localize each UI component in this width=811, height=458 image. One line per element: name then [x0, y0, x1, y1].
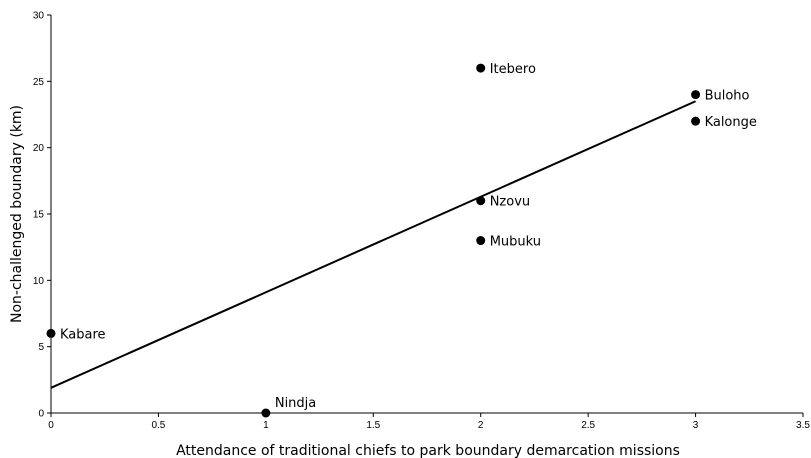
- data-point-nzovu: [476, 196, 486, 206]
- y-tick-label: 20: [33, 143, 45, 154]
- x-tick-label: 3.5: [796, 420, 810, 431]
- y-tick-label: 0: [38, 409, 44, 420]
- data-point-mubuku: [476, 236, 486, 246]
- x-axis-title: Attendance of traditional chiefs to park…: [176, 443, 680, 458]
- point-label-buloho: Buloho: [705, 89, 750, 104]
- data-point-nindja: [261, 408, 271, 418]
- trendline-group: [50, 100, 696, 389]
- y-tick-label: 15: [33, 210, 45, 221]
- x-tick-label: 1.5: [366, 420, 380, 431]
- data-point-kabare: [46, 328, 56, 338]
- data-point-kalonge: [691, 116, 701, 126]
- point-label-nzovu: Nzovu: [490, 195, 530, 210]
- x-tick-label: 2: [478, 420, 484, 431]
- points-group: Kabare Nindja Itebero Nzovu Mubuku Buloho Kalo…: [46, 62, 757, 418]
- y-tick-label: 5: [38, 342, 44, 353]
- point-label-kalonge: Kalonge: [705, 115, 757, 130]
- data-point-itebero: [476, 63, 486, 73]
- x-tick-label: 3: [693, 420, 699, 431]
- data-point-buloho: [691, 90, 701, 100]
- point-label-mubuku: Mubuku: [490, 235, 541, 250]
- y-tick-label: 10: [33, 276, 45, 287]
- x-tick-label: 0: [48, 420, 54, 431]
- x-tick-label: 2.5: [581, 420, 595, 431]
- axes: 0 5 10 15 20 25 30 0 0.5 1 1.5 2 2.5 3 3.5: [33, 11, 811, 432]
- y-tick-label: 25: [33, 77, 45, 88]
- y-axis-title: Non-challenged boundary (km): [9, 105, 25, 323]
- point-label-kabare: Kabare: [60, 327, 106, 342]
- x-tick-label: 1: [263, 420, 269, 431]
- x-tick-label: 0.5: [151, 420, 165, 431]
- point-label-itebero: Itebero: [490, 62, 536, 77]
- point-label-nindja: Nindja: [275, 396, 316, 411]
- y-tick-label: 30: [33, 11, 45, 22]
- trendline: [50, 100, 696, 389]
